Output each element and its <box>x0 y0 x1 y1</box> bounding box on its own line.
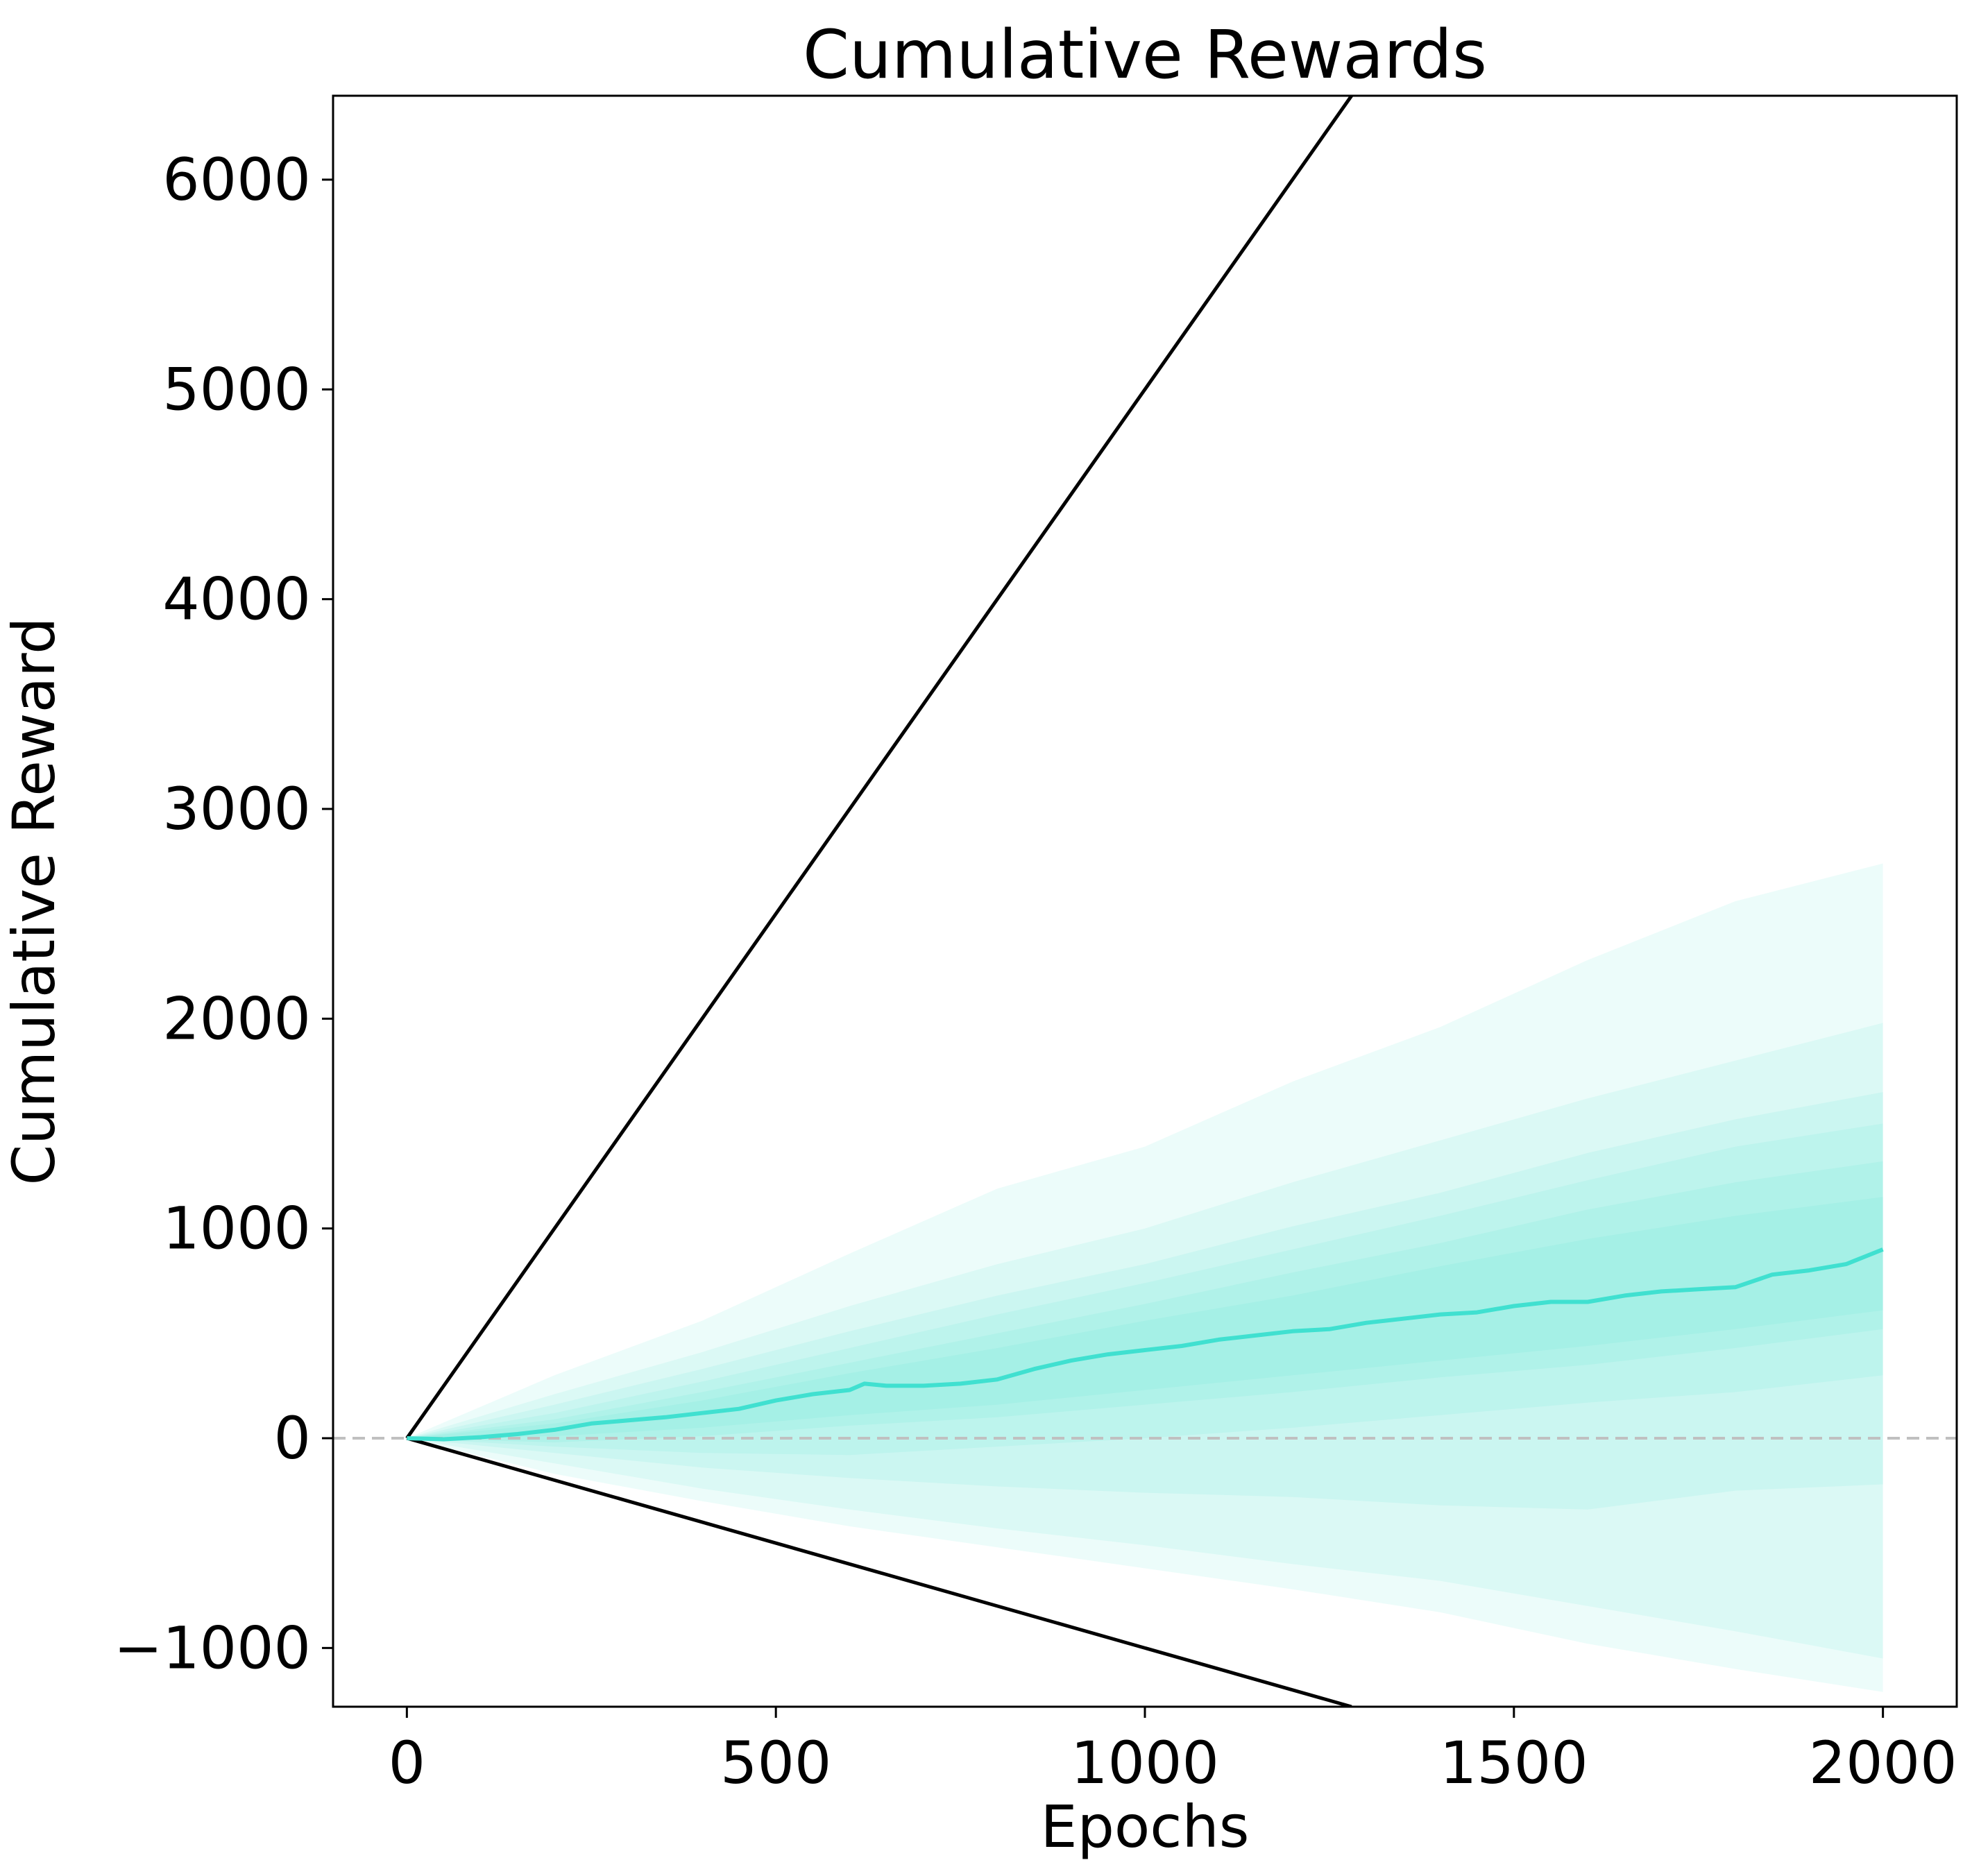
band-level-6 <box>407 1197 1883 1438</box>
x-tick-label: 500 <box>720 1729 831 1797</box>
y-tick-label: −1000 <box>114 1614 311 1682</box>
y-tick-label: 2000 <box>162 984 311 1052</box>
y-tick-label: 5000 <box>162 355 311 423</box>
y-axis-label: Cumulative Reward <box>0 617 68 1186</box>
band-level-4 <box>407 1123 1883 1456</box>
x-tick-label: 1000 <box>1071 1729 1219 1797</box>
confidence-bands <box>407 863 1883 1692</box>
band-level-1 <box>407 863 1883 1692</box>
lower-bound-line <box>406 1436 1352 1707</box>
upper-bound-line <box>405 96 1353 1440</box>
y-tick-label: 6000 <box>162 146 311 214</box>
y-axis-ticks: −1000 0 1000 2000 3000 4000 5000 6000 <box>114 146 333 1682</box>
band-level-5 <box>407 1161 1883 1442</box>
x-tick-label: 0 <box>389 1729 425 1797</box>
x-tick-label: 1500 <box>1440 1729 1588 1797</box>
y-tick-label: 4000 <box>162 565 311 633</box>
y-tick-label: 1000 <box>162 1195 311 1263</box>
mean-reward-line <box>407 1247 1884 1442</box>
x-axis-label: Epochs <box>1041 1793 1250 1861</box>
chart-title: Cumulative Rewards <box>803 16 1487 94</box>
band-level-2 <box>407 1023 1883 1659</box>
y-tick-label: 0 <box>274 1404 311 1472</box>
series-lines <box>333 96 1957 1707</box>
y-tick-label: 3000 <box>162 775 311 843</box>
x-tick-label: 2000 <box>1809 1729 1957 1797</box>
x-axis-ticks: 0 500 1000 1500 2000 <box>389 1707 1957 1797</box>
band-level-3 <box>407 1092 1883 1510</box>
